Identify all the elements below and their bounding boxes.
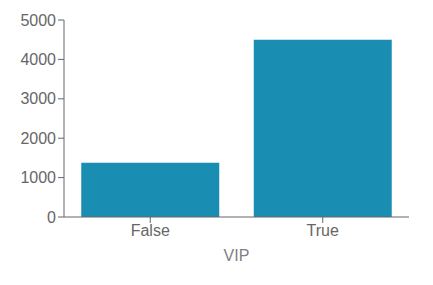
svg-text:0: 0 [47,209,56,226]
svg-text:VIP: VIP [224,247,250,264]
svg-text:5000: 5000 [20,12,56,29]
svg-text:3000: 3000 [20,90,56,107]
svg-text:2000: 2000 [20,130,56,147]
svg-text:4000: 4000 [20,51,56,68]
svg-text:1000: 1000 [20,169,56,186]
svg-text:False: False [131,222,170,239]
svg-text:True: True [307,222,339,239]
